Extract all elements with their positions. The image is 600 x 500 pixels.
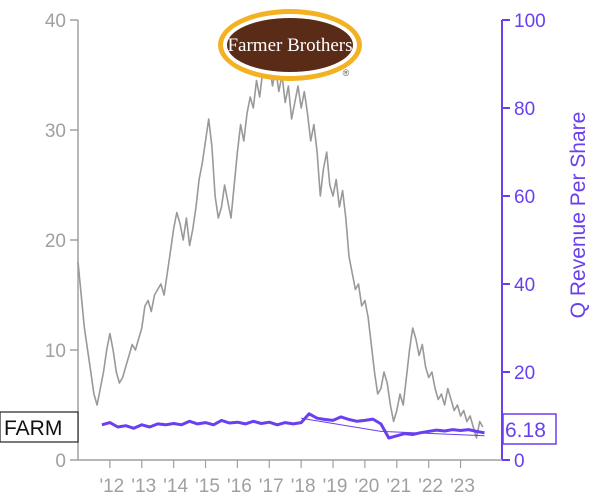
x-tick-label: '23 (450, 476, 475, 497)
x-tick-label: '20 (355, 476, 380, 497)
logo-registered-mark: ® (343, 68, 350, 78)
company-logo: Farmer Brothers ® (218, 9, 362, 81)
ticker-label-box (0, 411, 79, 443)
x-tick-label: '12 (99, 476, 124, 497)
x-tick-label: '19 (323, 476, 348, 497)
revenue-per-share-line (101, 412, 485, 440)
right-axis-title: Q Revenue Per Share (567, 112, 590, 319)
x-axis-ticks: '12 '13 '14 '15 '16 '17 '18 '19 '20 '21 '22 '23 (99, 460, 475, 497)
price-line (77, 52, 484, 439)
right-tick-label: 100 (514, 11, 546, 32)
x-tick-label: '16 (227, 476, 252, 497)
ticker-label: FARM (0, 411, 79, 443)
x-tick-label: '13 (131, 476, 156, 497)
left-tick-label: 30 (45, 121, 66, 142)
series-layer (77, 52, 485, 440)
left-tick-label: 0 (55, 451, 66, 472)
right-tick-label: 20 (514, 363, 535, 384)
left-tick-label: 10 (45, 341, 66, 362)
left-axis-ticks: 0 10 20 30 40 (45, 11, 78, 472)
logo-background (227, 18, 353, 72)
ticker-label-text: FARM (4, 417, 62, 440)
x-tick-label: '17 (259, 476, 284, 497)
x-tick-label: '14 (163, 476, 188, 497)
x-tick-label: '22 (418, 476, 443, 497)
right-tick-label: 40 (514, 275, 535, 296)
left-tick-label: 20 (45, 231, 66, 252)
left-tick-label: 40 (45, 11, 66, 32)
x-tick-label: '18 (291, 476, 316, 497)
right-tick-label: 60 (514, 187, 535, 208)
last-value-text: 6.18 (505, 419, 546, 442)
right-tick-label: 0 (514, 451, 525, 472)
revenue-trend-line (301, 417, 485, 437)
right-tick-label: 80 (514, 99, 535, 120)
logo-text: Farmer Brothers (227, 35, 352, 56)
last-value-box (502, 413, 557, 445)
last-value-label: 6.18 (502, 413, 557, 445)
x-tick-label: '21 (386, 476, 411, 497)
x-tick-label: '15 (195, 476, 220, 497)
right-axis-ticks: 0 20 40 60 80 100 (502, 11, 546, 472)
